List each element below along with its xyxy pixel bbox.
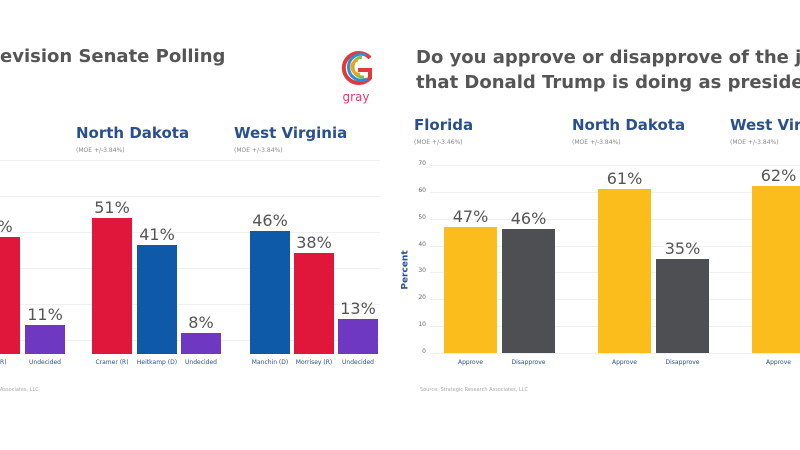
bar-value-label: 47%	[452, 206, 489, 226]
y-tick-label: 20	[418, 294, 426, 302]
gray-logo-icon	[341, 51, 372, 85]
bar-category-label: Undecided	[29, 359, 61, 366]
gridline	[430, 165, 800, 166]
moe-label: (MOE +/-3.84%)	[572, 139, 621, 146]
bar-category-label: Disapprove	[511, 359, 546, 366]
y-tick-label: 70	[418, 160, 426, 167]
left-title: evision Senate Polling	[0, 46, 226, 67]
y-tick-label: 60	[418, 186, 426, 194]
moe-label: (MOE +/-3.84%)	[234, 147, 283, 154]
bar	[752, 186, 800, 353]
y-tick-label: 30	[418, 267, 426, 275]
bar-value-label: 46%	[510, 209, 547, 229]
moe-label: (MOE +/-3.46%)	[414, 139, 463, 146]
bar-category-label: Approve	[766, 359, 791, 366]
bar-category-label: Cramer (R)	[95, 359, 129, 366]
bar-value-label: 8%	[188, 312, 214, 332]
y-tick-label: 10	[418, 321, 426, 329]
bar	[250, 231, 290, 354]
bar	[598, 189, 651, 353]
bar-value-label: 38%	[296, 232, 332, 252]
bar-category-label: Heitkamp (D)	[136, 359, 178, 366]
bar	[25, 324, 65, 354]
moe-label: (MOE +/-3.84%)	[76, 147, 125, 154]
bar	[444, 226, 497, 353]
bar	[0, 236, 20, 354]
bar	[137, 244, 177, 354]
bar	[656, 259, 709, 353]
bar	[338, 319, 378, 354]
y-tick-label: 0	[422, 348, 426, 355]
bar-value-label: 13%	[340, 299, 376, 319]
state-label: Florida	[414, 116, 474, 134]
gridline	[0, 160, 380, 161]
bar-value-label: 62%	[760, 166, 797, 186]
bar-value-label: 4%	[0, 217, 30, 236]
bar	[181, 332, 221, 354]
bar-value-label: 11%	[27, 304, 63, 324]
gray-logo: gray	[336, 48, 376, 104]
bar	[92, 217, 132, 354]
y-tick-label: 50	[418, 213, 426, 221]
bar-category-label: Morrisey (R)	[295, 359, 333, 366]
bar-category-label: Disapprove	[665, 359, 700, 366]
bar-category-label: Approve	[458, 359, 483, 366]
gridline	[430, 353, 800, 354]
gray-logo-text: gray	[342, 90, 370, 104]
state-label: West Virg	[730, 116, 800, 134]
bar-category-label: Manchin (D)	[251, 359, 289, 366]
bar-value-label: 61%	[606, 169, 643, 189]
bar-value-label: 51%	[94, 197, 130, 217]
bar-value-label: 46%	[252, 211, 288, 231]
gridline	[0, 304, 380, 305]
right-title-line1: Do you approve or disapprove of the job	[416, 47, 800, 68]
bar-category-label: Approve	[612, 359, 637, 366]
y-tick-label: 40	[418, 240, 426, 248]
bar-category-label: t (R)	[0, 359, 7, 366]
bar-category-label: Undecided	[342, 359, 374, 366]
bar-value-label: 35%	[664, 239, 701, 258]
left-source: Associates, LLC	[0, 387, 39, 393]
right-source: Source: Strategic Research Associates, L…	[420, 387, 528, 393]
moe-label: (MOE +/-3.84%)	[730, 139, 779, 146]
state-label: West Virginia	[234, 124, 348, 142]
bar	[502, 229, 555, 353]
gridline	[0, 196, 380, 197]
bar-value-label: 41%	[139, 224, 175, 244]
state-label: North Dakota	[76, 124, 190, 142]
gridline	[0, 232, 380, 233]
state-label: North Dakota	[572, 116, 686, 134]
gridline	[0, 268, 380, 269]
bar	[294, 252, 334, 354]
right-title-line2: that Donald Trump is doing as president?	[416, 72, 800, 93]
bar-category-label: Undecided	[185, 359, 217, 366]
